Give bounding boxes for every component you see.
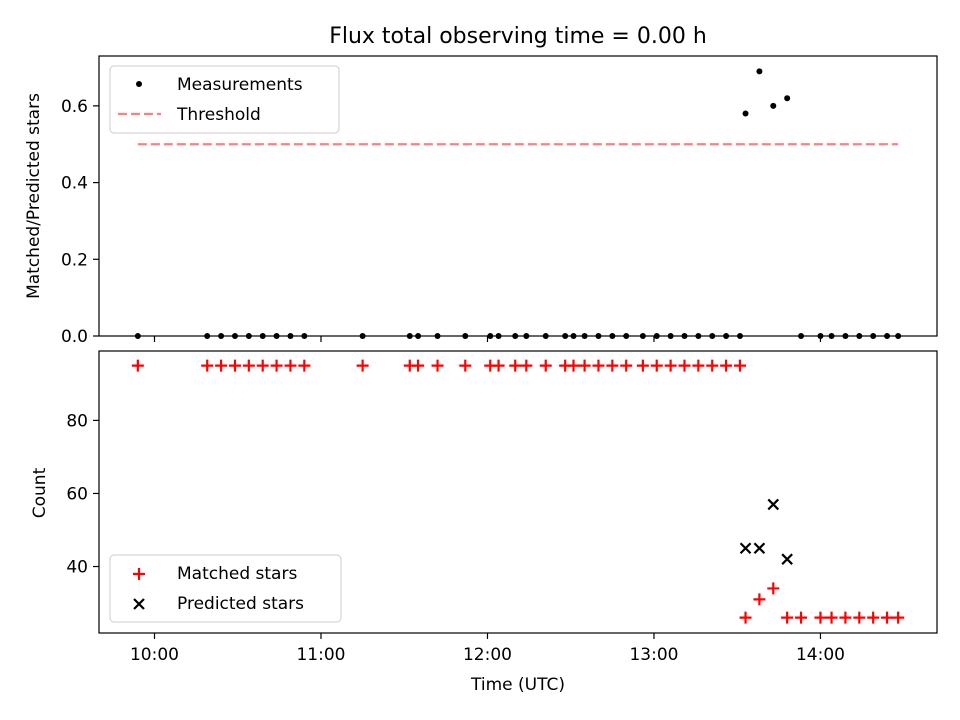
top-y-axis-label: Matched/Predicted stars [24, 93, 44, 299]
matched-stars-point [567, 359, 580, 372]
top-y-tick-label: 0.2 [61, 250, 88, 270]
matched-stars-point [431, 359, 444, 372]
bottom-legend-box [109, 554, 342, 623]
matched-stars-point [678, 359, 691, 372]
matched-stars-point [706, 359, 719, 372]
bottom-x-tick-label: 14:00 [796, 645, 845, 665]
matched-stars-point [692, 359, 705, 372]
top-ratio-panel: Flux total observing time = 0.00 h Match… [24, 24, 938, 347]
legend-predicted-label: Predicted stars [177, 594, 304, 614]
bottom-y-tick-label: 60 [66, 484, 88, 504]
measurement-point [756, 68, 763, 75]
x-axis-label: Time (UTC) [470, 675, 565, 695]
matched-stars-point [256, 359, 269, 372]
legend-matched-label: Matched stars [177, 564, 297, 584]
matched-stars-point [228, 359, 241, 372]
top-axes-frame [98, 55, 938, 337]
bottom-x-tick-label: 11:00 [296, 645, 345, 665]
top-y-tick-label: 0.0 [61, 327, 88, 347]
bottom-plot-marks [131, 359, 905, 624]
matched-stars-point [767, 582, 780, 595]
bottom-y-tick-label: 80 [66, 411, 88, 431]
matched-stars-point [753, 593, 766, 606]
top-legend-box [109, 65, 340, 134]
chart-title: Flux total observing time = 0.00 h [329, 24, 707, 49]
bottom-x-tick-label: 12:00 [463, 645, 512, 665]
legend-measurements-label: Measurements [177, 75, 303, 95]
bottom-x-tick-label: 10:00 [130, 645, 179, 665]
top-y-tick-label: 0.6 [61, 97, 88, 117]
predicted-stars-point [767, 498, 780, 511]
matched-stars-point [636, 359, 649, 372]
matched-stars-point [853, 611, 866, 624]
top-y-tick-label: 0.4 [61, 174, 88, 194]
matched-stars-point [733, 359, 746, 372]
matched-stars-point [881, 611, 894, 624]
matched-stars-point [867, 611, 880, 624]
legend-predicted-marker [133, 598, 145, 610]
top-y-axis: 0.0 0.2 0.4 0.6 [61, 97, 99, 347]
matched-stars-point [592, 359, 605, 372]
measurement-point [770, 102, 777, 109]
matched-stars-point [356, 359, 369, 372]
matched-stars-point [131, 359, 144, 372]
bottom-y-tick-label: 40 [66, 558, 88, 578]
predicted-stars-point [753, 542, 766, 555]
legend-threshold-label: Threshold [176, 105, 261, 125]
matched-stars-point [284, 359, 297, 372]
measurement-point [784, 95, 791, 102]
matched-stars-point [650, 359, 663, 372]
matched-stars-point [781, 611, 794, 624]
measurement-point [742, 110, 749, 117]
matched-stars-point [270, 359, 283, 372]
matched-stars-point [720, 359, 733, 372]
bottom-x-axis: 10:00 11:00 12:00 13:00 14:00 [130, 633, 845, 665]
legend-measurements-marker [136, 81, 142, 87]
matched-stars-point [539, 359, 552, 372]
matched-stars-point [814, 611, 827, 624]
matched-stars-point [892, 611, 905, 624]
bottom-y-axis: 40 60 80 [66, 411, 99, 578]
matched-stars-point [606, 359, 619, 372]
matched-stars-point [795, 611, 808, 624]
legend-matched-marker [133, 568, 145, 580]
matched-stars-point [298, 359, 311, 372]
matched-stars-point [412, 359, 425, 372]
predicted-stars-point [781, 553, 793, 565]
matched-stars-point [739, 611, 752, 624]
matched-stars-point [825, 611, 838, 624]
matched-stars-point [620, 359, 633, 372]
matched-stars-point [664, 359, 677, 372]
matched-stars-point [520, 359, 533, 372]
matched-stars-point [459, 359, 472, 372]
matched-stars-point [201, 359, 214, 372]
matched-stars-point [509, 359, 522, 372]
top-legend: Measurements Threshold [109, 65, 340, 134]
bottom-x-tick-label: 13:00 [629, 645, 678, 665]
matched-stars-point [839, 611, 852, 624]
matched-stars-point [242, 359, 255, 372]
matched-stars-point [492, 359, 505, 372]
predicted-stars-point [739, 542, 752, 555]
matched-stars-point [215, 359, 228, 372]
bottom-axes-frame [98, 350, 938, 634]
matched-stars-point [578, 359, 591, 372]
bottom-y-axis-label: Count [30, 467, 50, 518]
bottom-legend: Matched stars Predicted stars [109, 554, 342, 623]
